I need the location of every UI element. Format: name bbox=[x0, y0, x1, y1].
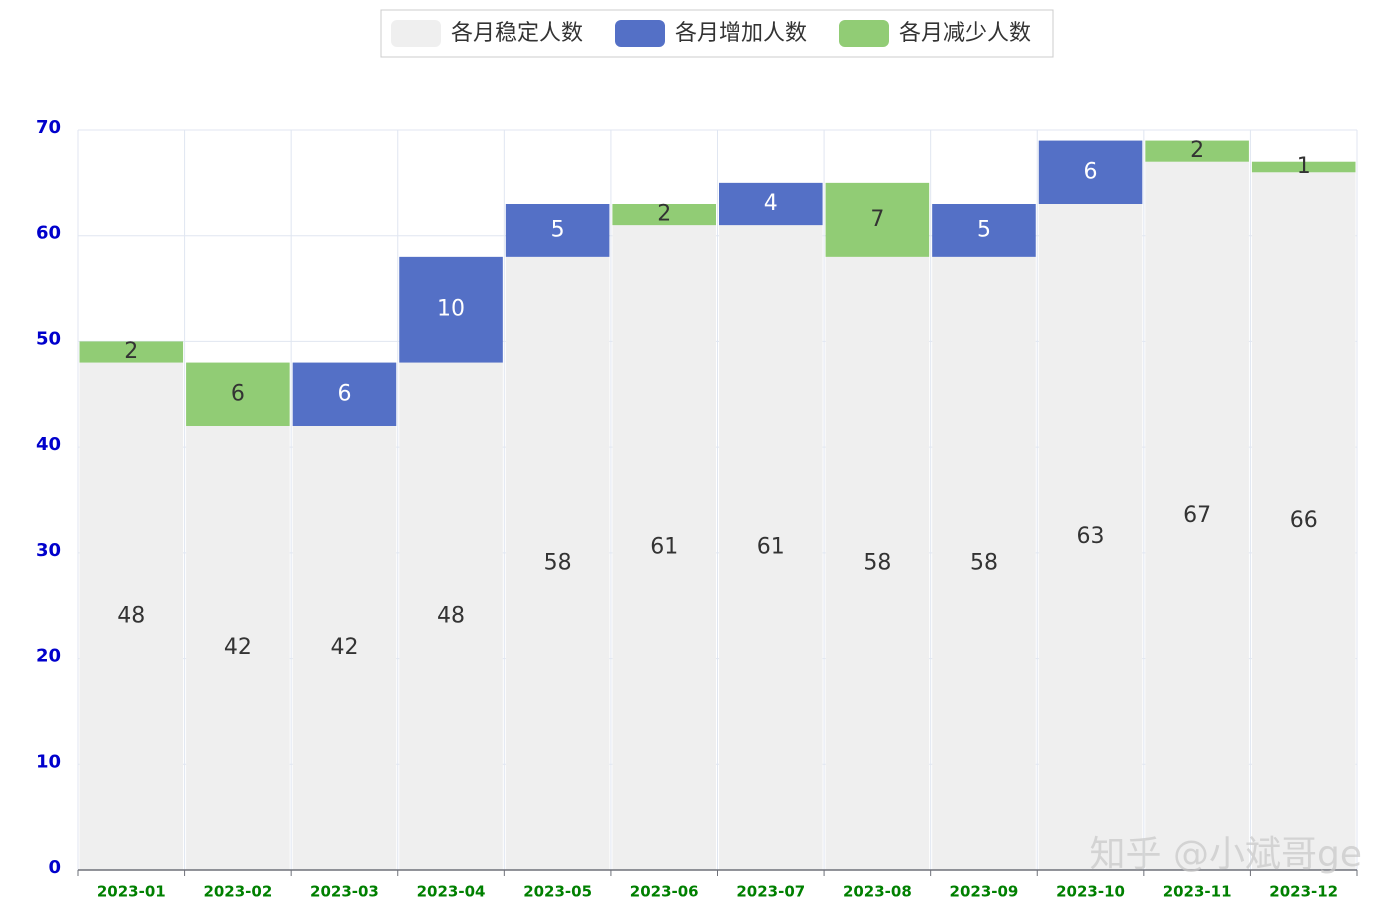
bar-segment bbox=[399, 362, 503, 870]
bar-segment bbox=[612, 225, 716, 871]
value-label: 67 bbox=[1183, 503, 1211, 528]
bar-segment bbox=[186, 362, 290, 426]
value-label: 4 bbox=[764, 191, 778, 216]
y-tick-label: 50 bbox=[36, 328, 61, 349]
x-tick-label: 2023-07 bbox=[736, 883, 805, 901]
y-tick-label: 10 bbox=[36, 751, 61, 772]
bar-segment bbox=[1251, 161, 1356, 173]
x-tick-label: 2023-01 bbox=[97, 883, 166, 901]
bar-segment bbox=[612, 204, 716, 226]
value-label: 5 bbox=[977, 217, 991, 242]
x-tick-label: 2023-03 bbox=[310, 883, 379, 901]
x-tick-label: 2023-06 bbox=[630, 883, 699, 901]
value-label: 2 bbox=[1190, 138, 1204, 163]
legend-swatch bbox=[615, 20, 665, 47]
value-label: 61 bbox=[650, 535, 678, 560]
value-label: 58 bbox=[970, 550, 998, 575]
value-label: 1 bbox=[1297, 154, 1311, 179]
value-label: 66 bbox=[1290, 508, 1318, 533]
value-label: 61 bbox=[757, 535, 785, 560]
y-tick-label: 20 bbox=[36, 646, 61, 667]
bar-segment bbox=[292, 362, 397, 426]
value-label: 42 bbox=[224, 635, 252, 660]
bar-segment bbox=[505, 256, 610, 870]
x-tick-label: 2023-05 bbox=[523, 883, 592, 901]
y-tick-label: 70 bbox=[36, 117, 61, 138]
value-label: 42 bbox=[330, 635, 358, 660]
bar-segment bbox=[825, 256, 930, 870]
value-label: 7 bbox=[870, 207, 884, 232]
legend-swatch bbox=[391, 20, 441, 47]
y-tick-label: 40 bbox=[36, 434, 61, 455]
y-tick-label: 30 bbox=[36, 540, 61, 561]
watermark: 知乎 @小斌哥ge bbox=[1090, 834, 1362, 875]
legend-label: 各月稳定人数 bbox=[451, 21, 583, 46]
bar-segment bbox=[399, 256, 503, 363]
bar-segment bbox=[932, 256, 1036, 870]
value-label: 48 bbox=[117, 603, 145, 628]
y-tick-label: 60 bbox=[36, 223, 61, 244]
bar-segment bbox=[719, 225, 823, 871]
value-label: 6 bbox=[1084, 159, 1098, 184]
bar-segment bbox=[719, 182, 823, 226]
value-label: 6 bbox=[231, 381, 245, 406]
value-label: 58 bbox=[544, 550, 572, 575]
bar-segment bbox=[1038, 140, 1143, 204]
x-tick-label: 2023-11 bbox=[1163, 883, 1232, 901]
value-label: 2 bbox=[124, 339, 138, 364]
value-label: 63 bbox=[1077, 524, 1105, 549]
bar-segment bbox=[292, 426, 397, 870]
bar-segment bbox=[186, 426, 290, 870]
bar-segment bbox=[932, 204, 1036, 257]
y-tick-label: 0 bbox=[48, 857, 61, 878]
x-tick-label: 2023-09 bbox=[950, 883, 1019, 901]
bar-segment bbox=[79, 341, 184, 363]
x-tick-label: 2023-02 bbox=[203, 883, 272, 901]
bar-segment bbox=[1038, 204, 1143, 870]
bar-segment bbox=[505, 204, 610, 257]
x-tick-label: 2023-04 bbox=[417, 883, 486, 901]
value-label: 58 bbox=[863, 550, 891, 575]
x-tick-label: 2023-10 bbox=[1056, 883, 1125, 901]
bar-segment bbox=[1145, 140, 1249, 162]
value-label: 2 bbox=[657, 202, 671, 227]
x-tick-label: 2023-12 bbox=[1269, 883, 1338, 901]
x-tick-label: 2023-08 bbox=[843, 883, 912, 901]
legend-label: 各月增加人数 bbox=[675, 21, 807, 46]
value-label: 10 bbox=[437, 297, 465, 322]
bar-segment bbox=[1251, 172, 1356, 871]
legend-box bbox=[380, 9, 1054, 58]
legend-label: 各月减少人数 bbox=[899, 21, 1031, 46]
value-label: 6 bbox=[337, 381, 351, 406]
value-label: 5 bbox=[551, 217, 565, 242]
bar-segment bbox=[825, 182, 930, 257]
legend-swatch bbox=[839, 20, 889, 47]
bar-segment bbox=[79, 362, 184, 870]
bar-segment bbox=[1145, 161, 1249, 870]
value-label: 48 bbox=[437, 603, 465, 628]
